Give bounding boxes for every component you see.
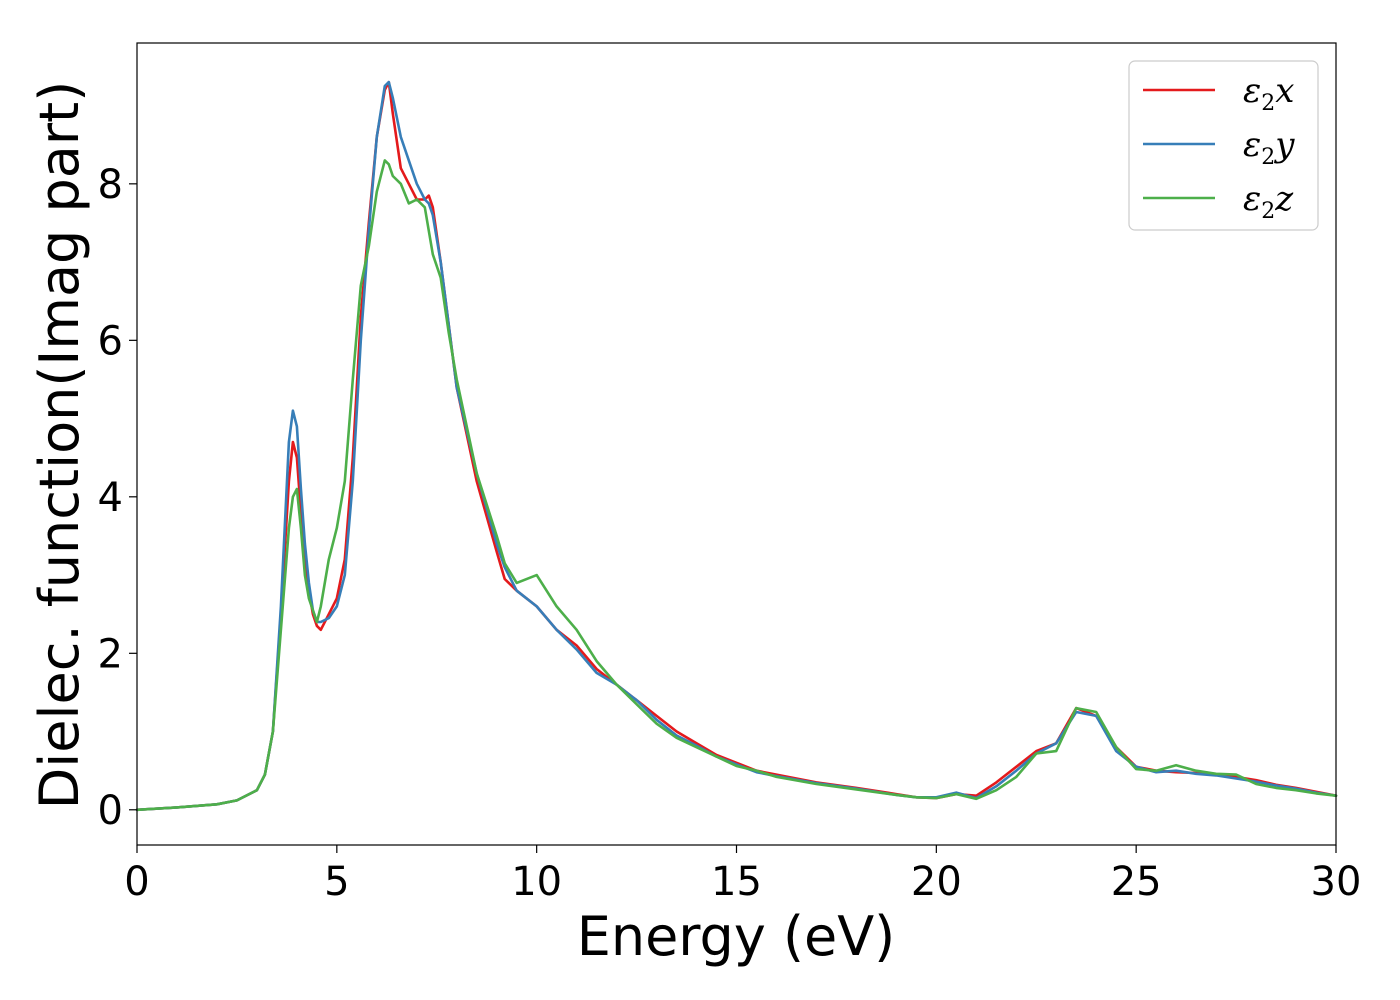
ticks-layer: 0 5 10 15 20 25 30 0 2 4 6 8 [98,162,1362,905]
x-axis-label: Energy (eV) [577,905,896,968]
y-tick-label: 2 [98,631,123,677]
x-tick-label: 15 [711,859,762,905]
x-tick-label: 30 [1311,859,1362,905]
x-tick-label: 5 [324,859,349,905]
y-axis-label: Dielec. function(Imag part) [28,81,91,810]
y-tick-label: 4 [98,475,123,521]
legend-label-2: ε2y [1243,125,1295,170]
legend-label-1: ε2x [1243,71,1294,116]
legend-entries: ε2x ε2y ε2z [1143,71,1295,224]
series-line-2 [135,80,1338,812]
legend: ε2x ε2y ε2z [1128,60,1319,231]
y-tick-label: 8 [98,162,123,208]
y-tick-label: 6 [98,318,123,364]
legend-box [1128,60,1319,231]
x-tick-label: 0 [124,859,149,905]
x-tick-label: 25 [1111,859,1162,905]
x-tick-label: 10 [511,859,562,905]
legend-label-3: ε2z [1243,179,1294,224]
series-layer [135,80,1338,812]
series-line-3 [135,159,1338,812]
y-tick-label: 0 [98,788,123,834]
x-tick-label: 20 [911,859,962,905]
